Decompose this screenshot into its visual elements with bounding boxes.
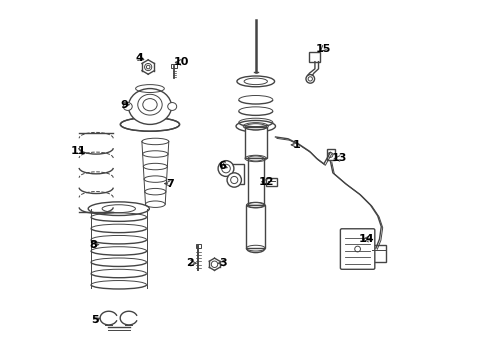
Circle shape: [227, 173, 242, 187]
Bar: [372, 245, 386, 262]
Bar: [309, 51, 320, 62]
Circle shape: [218, 161, 234, 176]
Text: 1: 1: [293, 140, 301, 150]
Bar: [248, 158, 264, 205]
Bar: [172, 64, 177, 68]
Text: 3: 3: [219, 258, 226, 268]
Text: 2: 2: [187, 258, 195, 268]
Bar: [196, 244, 201, 248]
Text: 10: 10: [173, 57, 189, 67]
Bar: [327, 149, 335, 159]
Text: 6: 6: [219, 161, 226, 171]
Bar: [229, 164, 244, 184]
Text: 13: 13: [331, 153, 346, 163]
Ellipse shape: [128, 89, 171, 125]
Ellipse shape: [236, 121, 275, 132]
Text: 4: 4: [135, 53, 143, 63]
Ellipse shape: [121, 118, 179, 131]
Bar: [246, 205, 265, 248]
Text: 9: 9: [121, 100, 128, 110]
Bar: [266, 178, 276, 186]
Text: 14: 14: [359, 234, 375, 244]
Text: 12: 12: [259, 177, 274, 187]
Text: 15: 15: [316, 44, 331, 54]
Ellipse shape: [123, 103, 132, 111]
Text: 11: 11: [71, 146, 86, 156]
Ellipse shape: [237, 76, 274, 87]
Bar: [245, 127, 267, 158]
Ellipse shape: [88, 202, 149, 216]
Ellipse shape: [168, 103, 177, 111]
FancyBboxPatch shape: [341, 229, 375, 269]
Text: 5: 5: [91, 315, 99, 325]
Text: 7: 7: [167, 179, 174, 189]
Text: 8: 8: [90, 239, 98, 249]
